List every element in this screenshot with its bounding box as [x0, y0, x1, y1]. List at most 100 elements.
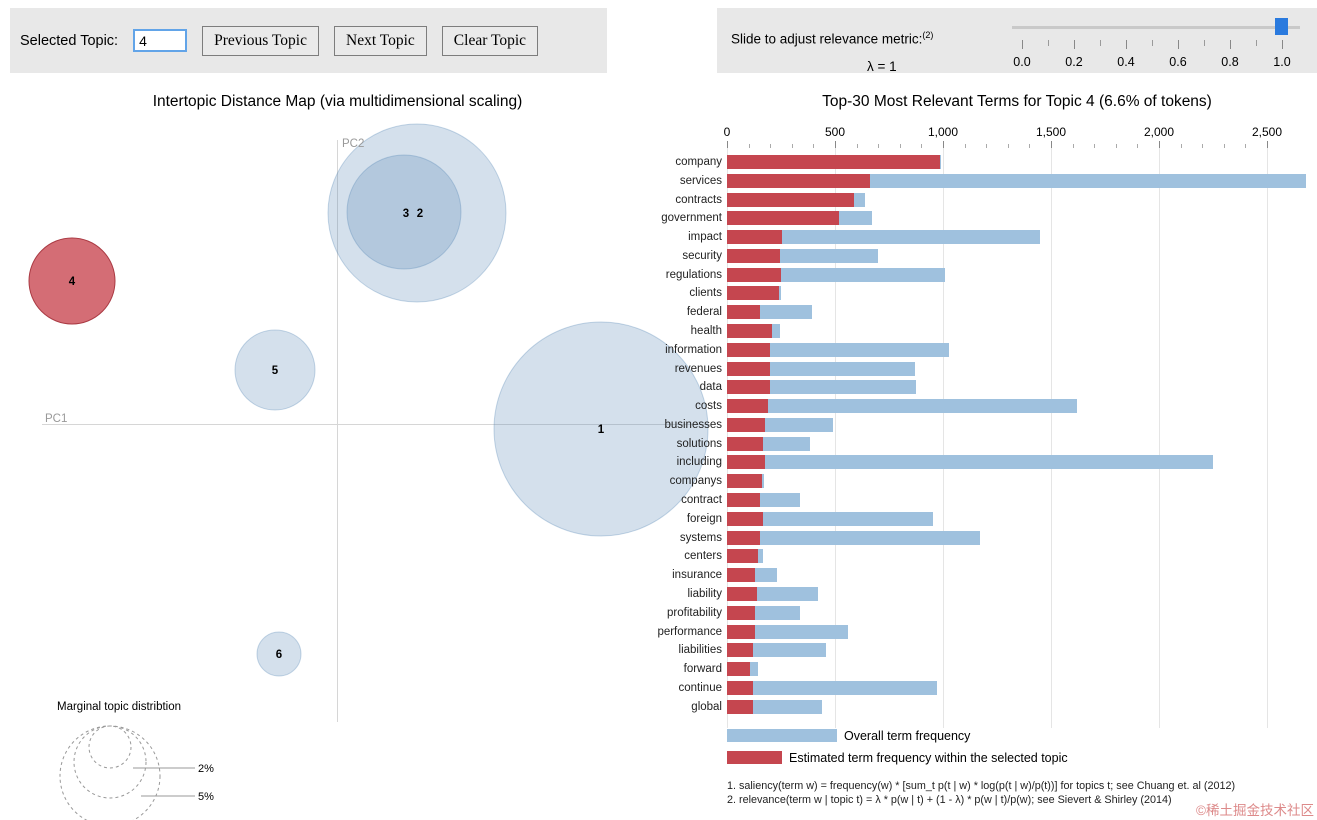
x-tick-minor — [1094, 144, 1096, 148]
x-tick-minor — [748, 144, 750, 148]
topic-frequency-bar[interactable] — [727, 493, 761, 508]
topic-circle-5[interactable] — [234, 329, 316, 411]
term-label: information — [665, 343, 722, 356]
overall-frequency-bar[interactable] — [727, 624, 848, 639]
x-tick-minor — [986, 144, 988, 148]
relevance-slider-track[interactable] — [1012, 26, 1300, 29]
footnote-saliency: 1. saliency(term w) = frequency(w) * [su… — [727, 780, 1236, 792]
overall-frequency-bar[interactable] — [727, 530, 980, 545]
overall-frequency-bar[interactable] — [727, 230, 1041, 245]
x-tick-minor — [1202, 144, 1204, 148]
topic-frequency-bar[interactable] — [727, 192, 855, 207]
relevance-slider-panel: Slide to adjust relevance metric:(2) λ =… — [717, 8, 1317, 74]
topic-frequency-bar[interactable] — [727, 662, 750, 677]
topic-frequency-bar[interactable] — [727, 230, 783, 245]
topic-frequency-bar[interactable] — [727, 511, 763, 526]
term-label: revenues — [674, 362, 722, 375]
x-tick-label: 1,500 — [1035, 125, 1067, 139]
topic-frequency-bar[interactable] — [727, 305, 761, 320]
x-tick-minor — [856, 144, 858, 148]
x-tick — [727, 141, 728, 148]
overall-frequency-bar[interactable] — [727, 380, 916, 395]
barchart-title: Top-30 Most Relevant Terms for Topic 4 (… — [822, 93, 1212, 110]
topic-frequency-bar[interactable] — [727, 267, 781, 282]
overall-frequency-bar[interactable] — [727, 511, 934, 526]
x-tick-minor — [770, 144, 772, 148]
topic-frequency-bar[interactable] — [727, 568, 756, 583]
term-label: liability — [687, 587, 722, 600]
topic-frequency-bar[interactable] — [727, 286, 779, 301]
topic-frequency-bar[interactable] — [727, 155, 940, 169]
term-label: federal — [686, 306, 722, 319]
x-tick-minor — [921, 144, 923, 148]
term-label: services — [679, 174, 722, 187]
topic-circle-3[interactable] — [327, 123, 507, 303]
topic-frequency-bar[interactable] — [727, 680, 753, 695]
term-label: continue — [678, 681, 722, 694]
topic-frequency-bar[interactable] — [727, 173, 870, 188]
top-terms-barchart: 0 500 1,000 1,500 2,000 2,500 company services c… — [607, 120, 1317, 760]
clear-topic-button[interactable]: Clear Topic — [441, 25, 539, 56]
term-label: forward — [683, 663, 722, 676]
x-tick-label: 2,000 — [1143, 125, 1175, 139]
slider-tick-label: 0.2 — [1065, 55, 1083, 69]
next-topic-button[interactable]: Next Topic — [334, 25, 427, 56]
overall-frequency-bar[interactable] — [727, 361, 915, 376]
topic-frequency-bar[interactable] — [727, 586, 758, 601]
topic-frequency-bar[interactable] — [727, 455, 765, 470]
topic-circle-2[interactable] — [346, 154, 462, 270]
slider-tick — [1048, 40, 1049, 46]
topic-frequency-bar[interactable] — [727, 361, 771, 376]
topic-frequency-bar[interactable] — [727, 399, 769, 414]
slider-tick — [1126, 40, 1127, 49]
slider-tick — [1282, 40, 1283, 49]
overall-frequency-bar[interactable] — [727, 399, 1077, 414]
topic-frequency-bar[interactable] — [727, 324, 773, 339]
overall-frequency-bar[interactable] — [727, 173, 1306, 188]
topic-frequency-bar[interactable] — [727, 549, 759, 564]
topic-frequency-bar[interactable] — [727, 436, 763, 451]
overall-frequency-bar[interactable] — [727, 342, 950, 357]
topic-frequency-bar[interactable] — [727, 605, 756, 620]
overall-frequency-bar[interactable] — [727, 680, 937, 695]
x-gridline — [1267, 148, 1268, 728]
topic-frequency-swatch — [727, 751, 782, 764]
x-tick-minor — [1223, 144, 1225, 148]
topic-circle-6[interactable] — [256, 631, 302, 677]
term-label: liabilities — [678, 644, 722, 657]
topic-frequency-bar[interactable] — [727, 624, 756, 639]
relevance-slider-handle[interactable] — [1275, 18, 1288, 35]
slider-tick — [1256, 40, 1257, 46]
topic-frequency-bar[interactable] — [727, 530, 761, 545]
topic-frequency-bar[interactable] — [727, 417, 765, 432]
overall-frequency-bar[interactable] — [727, 455, 1213, 470]
topic-frequency-bar[interactable] — [727, 699, 753, 714]
topic-frequency-bar[interactable] — [727, 380, 771, 395]
x-tick-minor — [878, 144, 880, 148]
x-tick-minor — [813, 144, 815, 148]
topic-frequency-bar[interactable] — [727, 474, 762, 489]
size-legend-label: 2% — [198, 763, 214, 775]
topic-frequency-bar[interactable] — [727, 211, 840, 226]
term-label: companys — [669, 475, 722, 488]
x-tick-minor — [1115, 144, 1117, 148]
slider-tick — [1100, 40, 1101, 46]
x-tick-minor — [1137, 144, 1139, 148]
x-tick-minor — [1180, 144, 1182, 148]
term-label: contract — [681, 494, 722, 507]
previous-topic-button[interactable]: Previous Topic — [202, 25, 319, 56]
topic-number-label-2: 2 — [417, 208, 423, 220]
pc2-axis-label: PC2 — [342, 138, 365, 150]
selected-topic-input[interactable] — [133, 29, 188, 52]
overall-frequency-bar[interactable] — [727, 267, 946, 282]
topic-frequency-bar[interactable] — [727, 248, 780, 263]
topic-frequency-bar[interactable] — [727, 342, 771, 357]
term-label: costs — [695, 400, 722, 413]
x-tick-minor — [964, 144, 966, 148]
term-label: performance — [657, 625, 722, 638]
topic-circle-1[interactable] — [493, 321, 709, 537]
slider-tick — [1152, 40, 1153, 46]
topic-circle-4[interactable] — [28, 237, 116, 325]
topic-frequency-bar[interactable] — [727, 643, 753, 658]
